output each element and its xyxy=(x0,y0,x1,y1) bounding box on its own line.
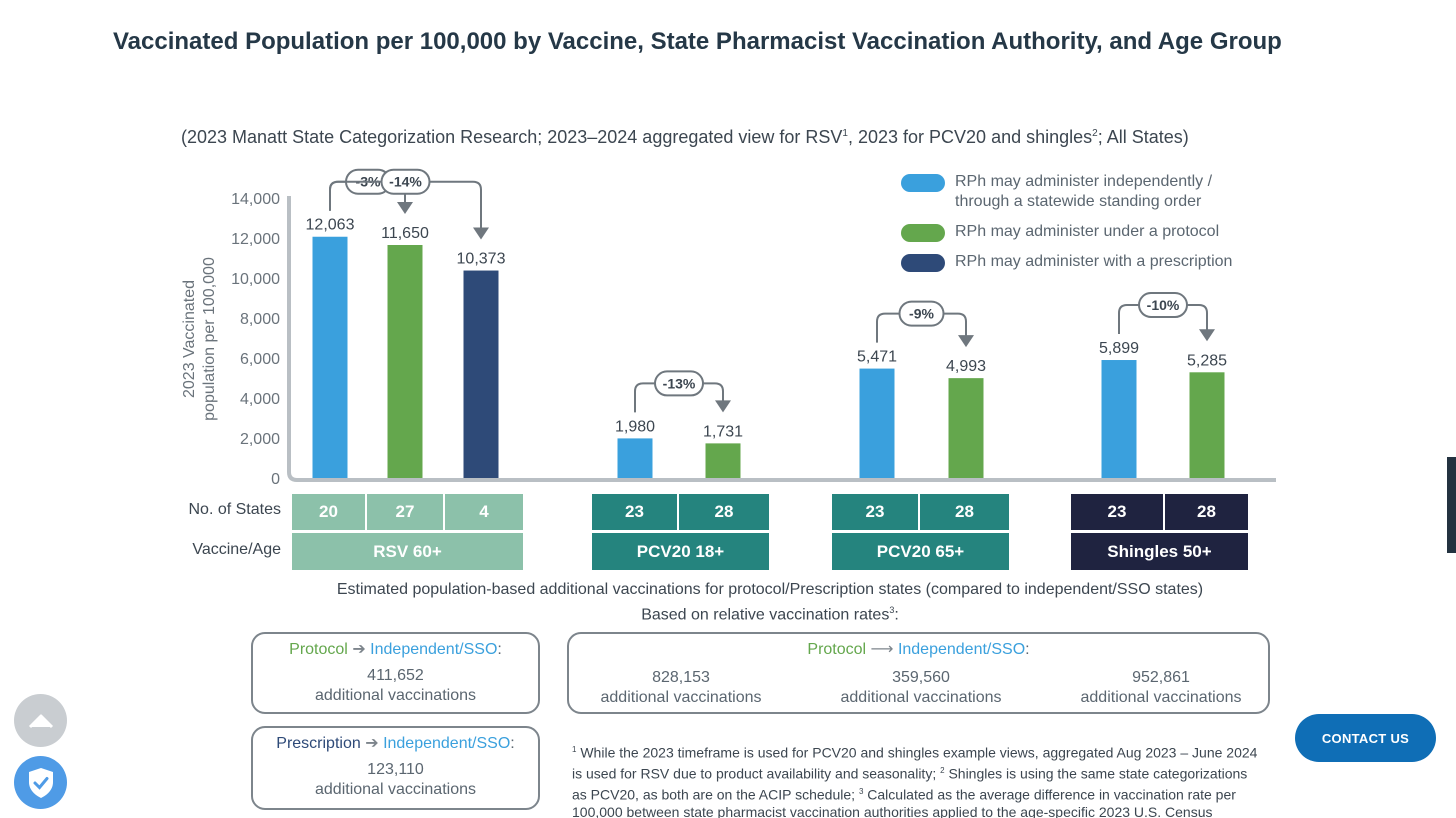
arrow-right-icon: ➔ xyxy=(365,735,379,752)
bar xyxy=(463,270,499,478)
vaccine-cell-pcv18: PCV20 18+ xyxy=(592,533,769,570)
footnotes: 1 While the 2023 timeframe is used for P… xyxy=(572,744,1258,818)
legend-label: RPh may administer with a prescription xyxy=(955,253,1233,270)
bar-value-label: 11,650 xyxy=(381,225,429,242)
bar-value-label: 12,063 xyxy=(306,217,355,234)
bar-value-label: 1,980 xyxy=(615,418,655,435)
rsv-protocol-box: Protocol ➔ Independent/SSO: 411,652 addi… xyxy=(251,632,540,714)
bar-value-label: 5,285 xyxy=(1187,352,1227,369)
scroll-to-top-button[interactable] xyxy=(14,694,67,747)
estimates-description: Estimated population-based additional va… xyxy=(336,581,1204,624)
legend-item-independent: RPh may administer independently / throu… xyxy=(901,172,1281,212)
states-cell-pcv18-independent: 23 xyxy=(592,494,677,530)
y-tick-label: 4,000 xyxy=(240,391,280,408)
protocol-estimates-box: Protocol ⟶ Independent/SSO: 828,153 addi… xyxy=(567,632,1270,714)
additional-label: additional vaccinations xyxy=(315,687,476,704)
y-axis-label: 2023 Vaccinated xyxy=(181,280,198,398)
change-pill xyxy=(380,168,431,195)
bar xyxy=(1101,360,1137,478)
states-cell-rsv-prescription: 4 xyxy=(445,494,523,530)
arrow-right-icon: ➔ xyxy=(352,641,366,658)
vaccine-cell-shingles: Shingles 50+ xyxy=(1071,533,1248,570)
change-label: -9% xyxy=(909,306,934,322)
vaccine-cell-rsv: RSV 60+ xyxy=(292,533,523,570)
legend-label: RPh may administer under a protocol xyxy=(955,223,1220,240)
states-cell-pcv65-protocol: 28 xyxy=(920,494,1009,530)
long-arrow-right-icon: ⟶ xyxy=(870,641,894,658)
chart-axis xyxy=(287,196,1276,482)
change-label: -13% xyxy=(663,375,696,391)
legend-label: RPh may administer independently / xyxy=(955,173,1213,190)
bar xyxy=(312,236,348,478)
arrow-down-icon xyxy=(958,335,974,348)
y-tick-label: 6,000 xyxy=(240,351,280,368)
page-title: Vaccinated Population per 100,000 by Vac… xyxy=(113,28,1282,55)
arrow-down-icon xyxy=(1199,329,1215,342)
bar-value-label: 5,899 xyxy=(1099,340,1139,357)
change-pill xyxy=(654,370,704,397)
y-axis-label: population per 100,000 xyxy=(201,257,218,421)
y-tick-label: 12,000 xyxy=(231,231,280,248)
states-cell-pcv18-protocol: 28 xyxy=(679,494,769,530)
pcv18-estimate: 828,153 additional vaccinations xyxy=(600,669,762,706)
rsv-prescription-box: Prescription ➔ Independent/SSO: 123,110 … xyxy=(251,726,540,810)
states-cell-shingles-protocol: 28 xyxy=(1165,494,1248,530)
bar-chart: 0 2,000 4,000 6,000 8,000 10,000 12,000 14,000 2… xyxy=(181,168,1276,488)
chart-legend: RPh may administer independently / throu… xyxy=(901,172,1281,282)
y-tick-label: 8,000 xyxy=(240,311,280,328)
bar xyxy=(617,438,653,478)
legend-item-protocol: RPh may administer under a protocol xyxy=(901,222,1281,242)
rsv-prescription-value: 123,110 xyxy=(367,761,424,778)
scrollbar-thumb[interactable] xyxy=(1447,457,1456,553)
pcv65-estimate: 359,560 additional vaccinations xyxy=(840,669,1002,706)
legend-swatch-prescription xyxy=(901,254,945,272)
bar-value-label: 5,471 xyxy=(857,349,897,366)
bar xyxy=(387,245,423,478)
states-cell-rsv-independent: 20 xyxy=(292,494,365,530)
y-tick-label: 2,000 xyxy=(240,431,280,448)
arrow-down-icon xyxy=(397,202,413,214)
legend-item-prescription: RPh may administer with a prescription xyxy=(901,252,1281,272)
y-tick-label: 14,000 xyxy=(231,191,280,208)
chart-subtitle: (2023 Manatt State Categorization Resear… xyxy=(181,127,1189,147)
states-cell-pcv65-independent: 23 xyxy=(832,494,918,530)
shield-check-icon xyxy=(28,767,53,798)
contact-us-button[interactable]: CONTACT US xyxy=(1295,714,1436,762)
rsv-protocol-value: 411,652 xyxy=(367,667,424,684)
chevron-up-icon xyxy=(28,714,53,728)
change-pill xyxy=(898,300,945,327)
change-label: -14% xyxy=(389,174,422,190)
bar xyxy=(859,368,895,478)
row-label-states: No. of States xyxy=(188,501,282,518)
legend-swatch-independent xyxy=(901,174,945,192)
legend-label: through a statewide standing order xyxy=(955,193,1202,210)
privacy-shield-button[interactable] xyxy=(14,756,67,809)
bar-value-label: 1,731 xyxy=(703,423,743,440)
bar-value-label: 10,373 xyxy=(457,251,506,268)
shingles-estimate: 952,861 additional vaccinations xyxy=(1080,669,1242,706)
bar xyxy=(705,443,741,478)
bar xyxy=(1189,372,1225,478)
row-label-vaccine: Vaccine/Age xyxy=(192,541,281,558)
arrow-down-icon xyxy=(715,400,731,413)
states-cell-rsv-protocol: 27 xyxy=(367,494,443,530)
bar xyxy=(948,378,984,478)
y-tick-label: 10,000 xyxy=(231,271,280,288)
states-cell-shingles-independent: 23 xyxy=(1071,494,1163,530)
additional-label: additional vaccinations xyxy=(315,781,476,798)
change-label: -10% xyxy=(1147,297,1180,313)
bar-value-label: 4,993 xyxy=(946,358,986,375)
y-tick-label: 0 xyxy=(271,471,280,488)
change-pill xyxy=(1138,292,1188,319)
legend-swatch-protocol xyxy=(901,224,945,242)
vaccine-cell-pcv65: PCV20 65+ xyxy=(832,533,1009,570)
arrow-down-icon xyxy=(473,227,489,240)
